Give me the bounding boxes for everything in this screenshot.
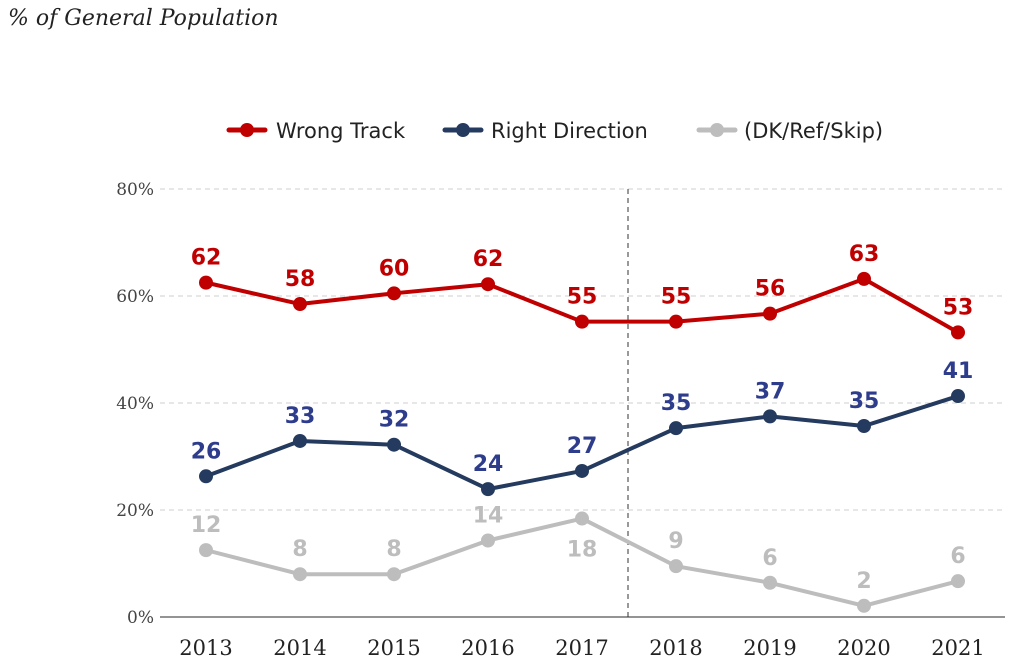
data-point (763, 575, 777, 590)
x-tick-label: 2014 (273, 636, 326, 660)
data-point (951, 574, 965, 589)
data-label: 56 (755, 277, 786, 302)
data-label: 9 (668, 529, 683, 554)
chart-subtitle: % of General Population (8, 6, 279, 31)
data-label: 6 (762, 546, 777, 571)
data-point (199, 275, 213, 290)
y-tick-label: 0% (127, 608, 154, 628)
data-point (387, 567, 401, 582)
x-tick-label: 2019 (743, 636, 796, 660)
x-tick-label: 2015 (367, 636, 420, 660)
legend-label: (DK/Ref/Skip) (744, 119, 883, 143)
legend-swatch-marker (710, 123, 724, 137)
data-label: 60 (379, 256, 410, 281)
x-axis: 2013 2014 2015 2016 2017 2018 2019 2020 2021 (179, 636, 984, 660)
data-label: 27 (567, 434, 598, 459)
data-point (293, 297, 307, 312)
data-point (293, 567, 307, 582)
data-point (669, 559, 683, 574)
x-tick-label: 2017 (555, 636, 608, 660)
data-label: 63 (849, 242, 880, 267)
legend-label: Right Direction (491, 119, 648, 143)
x-tick-label: 2018 (649, 636, 702, 660)
data-label: 53 (943, 295, 974, 320)
data-point (387, 286, 401, 301)
x-tick-label: 2016 (461, 636, 514, 660)
data-label: 24 (473, 452, 504, 477)
legend-label: Wrong Track (276, 119, 406, 143)
data-point (199, 543, 213, 558)
data-point (387, 437, 401, 452)
data-label: 32 (379, 408, 410, 433)
legend-item: (DK/Ref/Skip) (696, 119, 883, 143)
data-point (481, 533, 495, 548)
data-label: 14 (473, 503, 504, 528)
series-wrong-track: 62 58 60 62 55 55 56 63 53 (191, 242, 974, 340)
data-point (199, 469, 213, 484)
legend-item: Wrong Track (226, 119, 406, 143)
legend-swatch-marker (240, 123, 254, 137)
x-tick-label: 2020 (837, 636, 890, 660)
data-label: 8 (386, 537, 401, 562)
data-label: 8 (292, 537, 307, 562)
data-label: 62 (473, 247, 504, 272)
data-label: 26 (191, 439, 222, 464)
data-label: 41 (943, 359, 974, 384)
data-label: 37 (755, 379, 786, 404)
data-label: 6 (950, 544, 965, 569)
legend-item: Right Direction (442, 119, 648, 143)
data-label: 33 (285, 404, 316, 429)
y-tick-label: 40% (116, 394, 154, 414)
data-point (857, 271, 871, 286)
series-dk-ref-skip: 12 8 8 14 18 9 6 2 6 (191, 503, 966, 613)
data-point (763, 409, 777, 424)
data-point (293, 433, 307, 448)
data-label: 62 (191, 246, 222, 271)
data-label: 35 (661, 391, 692, 416)
data-point (575, 511, 589, 526)
data-point (951, 389, 965, 404)
data-point (669, 421, 683, 436)
data-point (575, 314, 589, 329)
data-label: 12 (191, 513, 222, 538)
data-label: 58 (285, 267, 316, 292)
data-label: 55 (661, 285, 692, 310)
x-tick-label: 2013 (179, 636, 232, 660)
data-label: 35 (849, 389, 880, 414)
legend: Wrong Track Right Direction (DK/Ref/Skip) (226, 119, 883, 143)
gridlines (160, 188, 1005, 618)
data-point (669, 314, 683, 329)
data-point (575, 463, 589, 478)
data-point (951, 325, 965, 340)
data-point (763, 306, 777, 321)
y-axis-ticks: 0% 20% 40% 60% 80% (116, 180, 154, 628)
y-tick-label: 20% (116, 501, 154, 521)
data-point (857, 419, 871, 434)
data-label: 2 (856, 569, 871, 594)
y-tick-label: 60% (116, 287, 154, 307)
x-tick-label: 2021 (931, 636, 984, 660)
data-label: 18 (567, 538, 598, 563)
data-point (481, 482, 495, 497)
y-tick-label: 80% (116, 180, 154, 200)
data-label: 55 (567, 285, 598, 310)
series-right-direction: 26 33 32 24 27 35 37 35 41 (191, 359, 974, 497)
data-point (481, 277, 495, 292)
data-point (857, 598, 871, 613)
legend-swatch-marker (456, 123, 470, 137)
